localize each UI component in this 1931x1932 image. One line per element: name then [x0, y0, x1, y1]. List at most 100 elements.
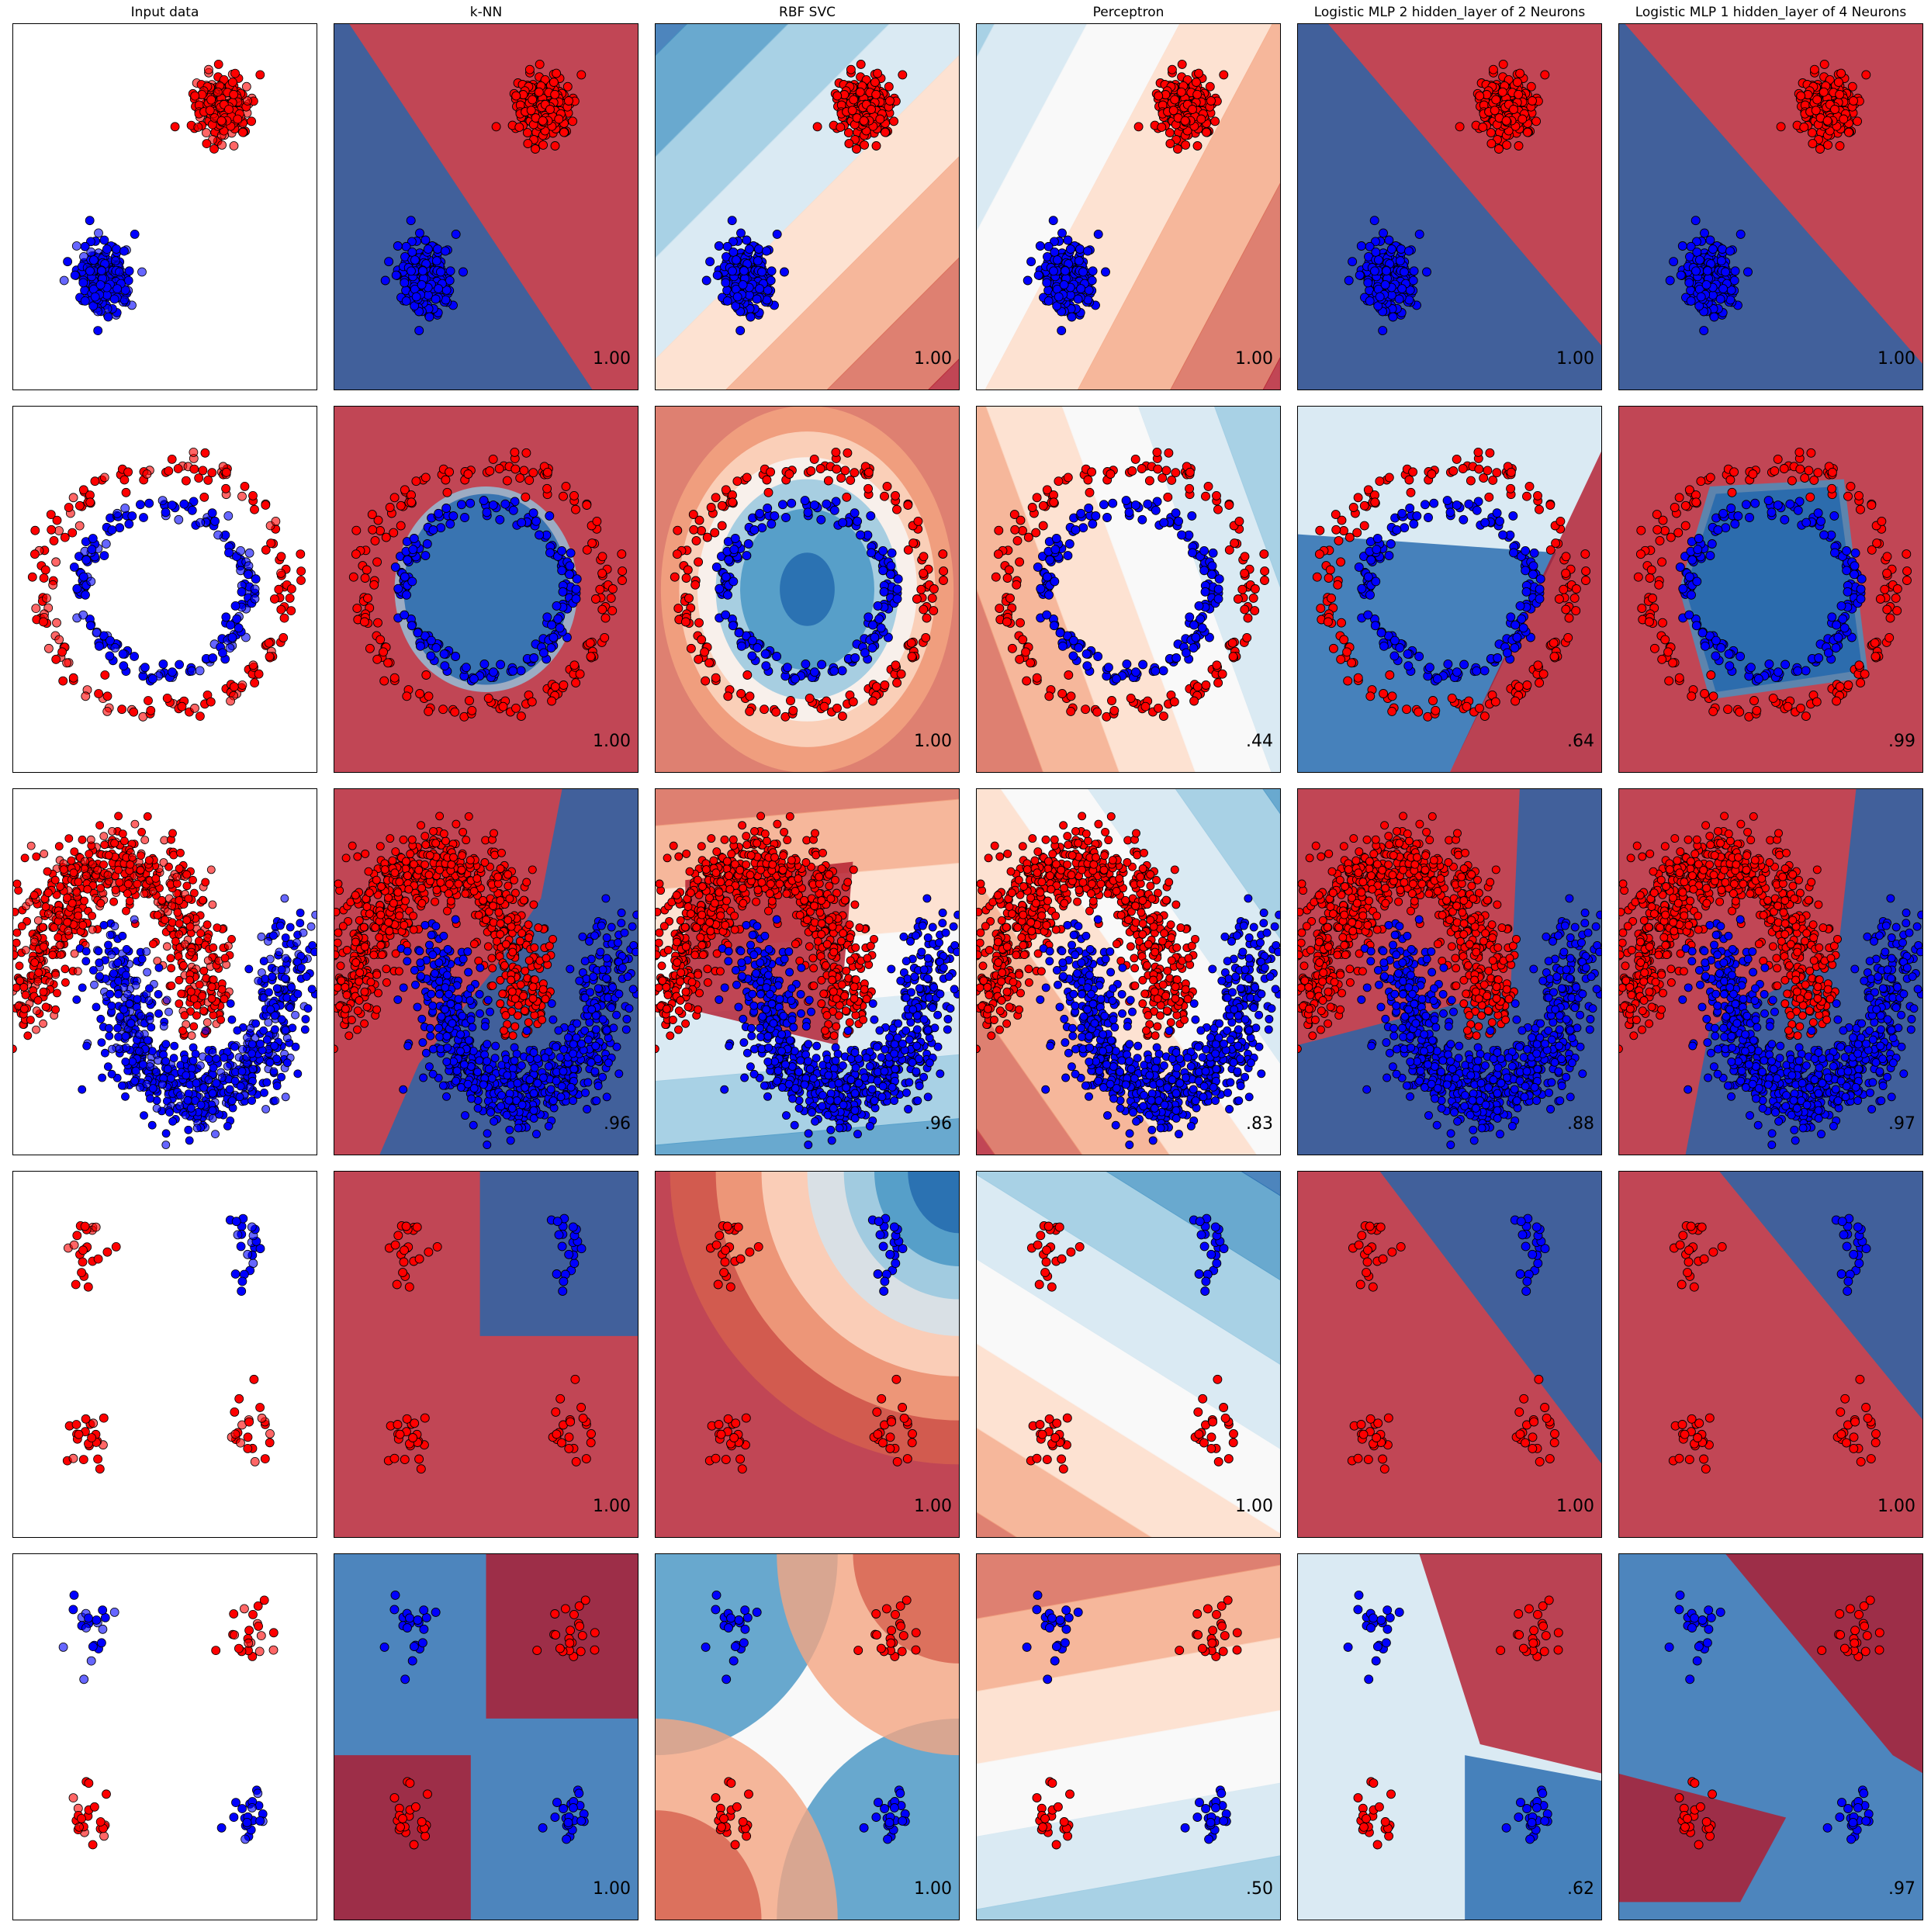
data-point	[863, 612, 874, 622]
data-point	[907, 652, 917, 662]
data-point	[1492, 508, 1502, 518]
data-point	[1730, 519, 1740, 529]
data-point	[1875, 594, 1885, 604]
data-point	[196, 518, 206, 528]
data-point	[1021, 647, 1031, 657]
data-point	[1414, 707, 1424, 717]
score-label: .44	[1246, 732, 1273, 751]
data-point	[1054, 292, 1064, 302]
data-point	[173, 464, 183, 473]
data-point	[606, 593, 616, 603]
data-point	[853, 516, 863, 526]
data-point	[721, 278, 731, 288]
data-point	[1379, 689, 1389, 698]
data-point	[74, 521, 85, 531]
data-point	[1151, 666, 1161, 676]
data-point	[1005, 594, 1015, 603]
decision-surface	[12, 812, 317, 1149]
data-point	[757, 523, 767, 533]
data-point	[1571, 584, 1581, 594]
data-point	[1055, 628, 1065, 638]
data-point	[929, 584, 939, 594]
data-point	[800, 496, 810, 506]
data-point	[939, 576, 948, 585]
data-point	[189, 448, 199, 457]
data-point	[81, 691, 91, 701]
data-point	[445, 266, 455, 276]
score-label: 1.00	[593, 349, 631, 369]
data-point	[95, 821, 104, 830]
data-point	[1202, 127, 1211, 137]
subplot-moons-0	[12, 788, 317, 1155]
data-point	[1856, 678, 1866, 688]
data-point	[97, 266, 106, 276]
data-point	[528, 95, 538, 105]
data-point	[752, 294, 762, 304]
data-point	[1799, 122, 1809, 132]
data-point	[1654, 580, 1664, 590]
data-point	[426, 651, 436, 661]
data-point	[1718, 244, 1727, 254]
data-point	[1389, 651, 1400, 661]
data-point	[48, 580, 58, 590]
data-point	[886, 561, 896, 571]
data-point	[1259, 549, 1269, 559]
data-point	[1106, 469, 1116, 479]
data-point	[838, 518, 848, 528]
data-point	[590, 594, 600, 604]
data-point	[1035, 241, 1045, 251]
data-point	[247, 116, 257, 126]
data-point	[912, 594, 922, 604]
data-point	[210, 516, 220, 526]
data-point	[1038, 500, 1048, 511]
data-point	[767, 266, 777, 276]
data-point	[1725, 661, 1735, 671]
data-point	[1339, 635, 1349, 645]
data-point	[119, 661, 129, 671]
data-point	[1409, 266, 1419, 276]
decision-surface	[1297, 23, 1602, 390]
data-point	[1248, 593, 1258, 603]
data-point	[230, 68, 241, 78]
data-point	[1684, 572, 1694, 582]
data-point	[47, 525, 57, 535]
data-point	[868, 696, 878, 706]
data-point	[1061, 266, 1070, 276]
data-point	[1327, 594, 1336, 603]
data-point	[694, 515, 704, 525]
data-point	[1645, 573, 1655, 583]
data-point	[571, 504, 580, 514]
data-point	[1353, 673, 1363, 683]
data-point	[1078, 267, 1088, 277]
data-point	[1843, 587, 1853, 597]
data-point	[1708, 290, 1718, 300]
data-point	[99, 832, 109, 840]
data-point	[241, 81, 251, 92]
data-point	[1564, 613, 1574, 623]
data-point	[423, 290, 433, 300]
data-point	[1348, 503, 1358, 512]
data-point	[1081, 649, 1092, 659]
data-point	[1708, 691, 1718, 701]
data-point	[880, 491, 889, 501]
data-point	[167, 500, 177, 511]
data-point	[1405, 504, 1415, 513]
data-point	[1124, 507, 1134, 518]
data-point	[1422, 267, 1431, 277]
data-point	[1044, 691, 1054, 701]
column-title: k-NN	[469, 5, 503, 20]
data-point	[1107, 696, 1116, 705]
data-point	[1882, 568, 1892, 578]
subplot-circles-1: 1.00	[334, 406, 638, 773]
data-point	[1517, 114, 1528, 124]
data-point	[553, 614, 563, 624]
data-point	[1506, 612, 1516, 622]
data-point	[1687, 555, 1697, 565]
data-point	[1052, 255, 1062, 265]
data-point	[516, 712, 526, 722]
data-point	[736, 641, 746, 651]
data-point	[706, 503, 716, 512]
data-point	[1486, 139, 1497, 149]
subplot-circles-4: .64	[1297, 406, 1602, 773]
data-point	[1081, 705, 1091, 715]
